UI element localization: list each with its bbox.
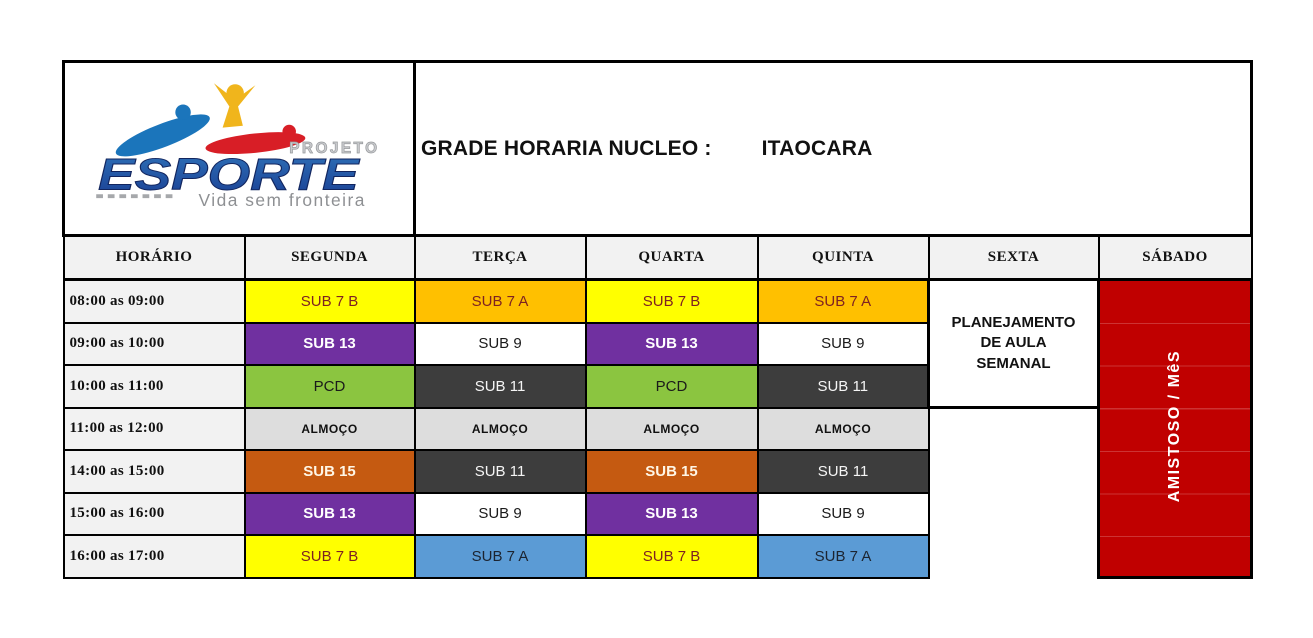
- schedule-cell: SUB 7 B: [584, 278, 759, 324]
- schedule-cell: PCD: [243, 363, 416, 409]
- logo-figure-yellow-icon: [213, 82, 255, 128]
- schedule-row: 14:00 as 15:00 SUB 15 SUB 11 SUB 15 SUB 11: [62, 448, 1252, 494]
- day-header-quarta: QUARTA: [584, 234, 759, 281]
- schedule-cell: SUB 13: [584, 491, 759, 536]
- day-header-segunda: SEGUNDA: [243, 234, 416, 281]
- schedule-row: 15:00 as 16:00 SUB 13 SUB 9 SUB 13 SUB 9: [62, 491, 1252, 536]
- schedule-cell: ALMOÇO: [413, 406, 587, 451]
- time-cell: 11:00 as 12:00: [62, 406, 246, 451]
- schedule-cell: SUB 11: [413, 448, 587, 494]
- schedule-cell: SUB 15: [584, 448, 759, 494]
- schedule-cell: SUB 13: [584, 321, 759, 366]
- esporte-logo: PROJETO ESPORTE Vida sem fronteira: [95, 82, 379, 209]
- schedule-cell: SUB 7 B: [243, 278, 416, 324]
- schedule-cell: SUB 9: [413, 321, 587, 366]
- schedule-cell: SUB 13: [243, 321, 416, 366]
- schedule-row: 09:00 as 10:00 SUB 13 SUB 9 SUB 13 SUB 9: [62, 321, 1252, 366]
- top-band: PROJETO ESPORTE Vida sem fronteira GRADE…: [62, 60, 1254, 237]
- schedule-table: PROJETO ESPORTE Vida sem fronteira GRADE…: [62, 60, 1254, 579]
- time-cell: 14:00 as 15:00: [62, 448, 246, 494]
- schedule-cell: SUB 9: [756, 321, 930, 366]
- logo-figure-blue-icon: [115, 104, 210, 156]
- schedule-cell: SUB 11: [756, 363, 930, 409]
- time-cell: 10:00 as 11:00: [62, 363, 246, 409]
- schedule-cell: SUB 7 A: [413, 533, 587, 579]
- schedule-cell: PCD: [584, 363, 759, 409]
- logo-cell: PROJETO ESPORTE Vida sem fronteira: [62, 60, 416, 237]
- day-header-sexta: SEXTA: [927, 234, 1100, 281]
- day-header-horario: HORÁRIO: [62, 234, 246, 281]
- title-cell: GRADE HORARIA NUCLEO : ITAOCARA: [412, 60, 1254, 237]
- logo-figure-red-icon: [205, 124, 305, 154]
- planejamento-cell: PLANEJAMENTO DE AULA SEMANAL: [927, 278, 1100, 409]
- logo-tagline: Vida sem fronteira: [198, 189, 364, 209]
- schedule-cell: SUB 9: [756, 491, 930, 536]
- schedule-cell: SUB 7 B: [243, 533, 416, 579]
- schedule-cell: ALMOÇO: [243, 406, 416, 451]
- schedule-cell: SUB 13: [243, 491, 416, 536]
- sexta-blank-area: [928, 407, 1099, 578]
- schedule-cell: SUB 11: [413, 363, 587, 409]
- page-title: GRADE HORARIA NUCLEO : ITAOCARA: [416, 137, 1250, 161]
- time-cell: 08:00 as 09:00: [62, 278, 246, 324]
- schedule-row: 16:00 as 17:00 SUB 7 B SUB 7 A SUB 7 B SUB 7…: [62, 533, 1252, 579]
- schedule-cell: SUB 7 A: [756, 533, 930, 579]
- amistoso-cell: AMISTOSO / MêS: [1096, 278, 1254, 579]
- schedule-cell: ALMOÇO: [756, 406, 930, 451]
- day-header-sabado: SÁBADO: [1097, 234, 1253, 281]
- schedule-cell: SUB 15: [243, 448, 416, 494]
- logo-wordmark: ESPORTE: [98, 150, 360, 199]
- title-nucleo-value: ITAOCARA: [761, 136, 873, 160]
- schedule-cell: SUB 7 A: [413, 278, 587, 324]
- time-cell: 09:00 as 10:00: [62, 321, 246, 366]
- schedule-row: 11:00 as 12:00 ALMOÇO ALMOÇO ALMOÇO ALMOÇO: [62, 406, 1252, 578]
- schedule-cell: SUB 7 B: [584, 533, 759, 579]
- day-header-quinta: QUINTA: [756, 234, 930, 281]
- title-prefix: GRADE HORARIA NUCLEO :: [421, 136, 712, 160]
- schedule-cell: ALMOÇO: [584, 406, 759, 451]
- schedule-row: 08:00 as 09:00 SUB 7 B SUB 7 A SUB 7 B SUB 7…: [62, 278, 1254, 579]
- schedule-row: 10:00 as 11:00 PCD SUB 11 PCD SUB 11: [62, 363, 1252, 409]
- logo-projeto-text: PROJETO: [289, 139, 379, 156]
- header-row: HORÁRIO SEGUNDA TERÇA QUARTA QUINTA SEXTA SÁBA…: [62, 234, 1253, 281]
- schedule-cell: SUB 11: [756, 448, 930, 494]
- time-cell: 15:00 as 16:00: [62, 491, 246, 536]
- amistoso-vertical-label: AMISTOSO / MêS: [1166, 349, 1184, 503]
- day-header-terca: TERÇA: [413, 234, 587, 281]
- schedule-cell: SUB 7 A: [756, 278, 930, 324]
- schedule-cell: SUB 9: [413, 491, 587, 536]
- time-cell: 16:00 as 17:00: [62, 533, 246, 579]
